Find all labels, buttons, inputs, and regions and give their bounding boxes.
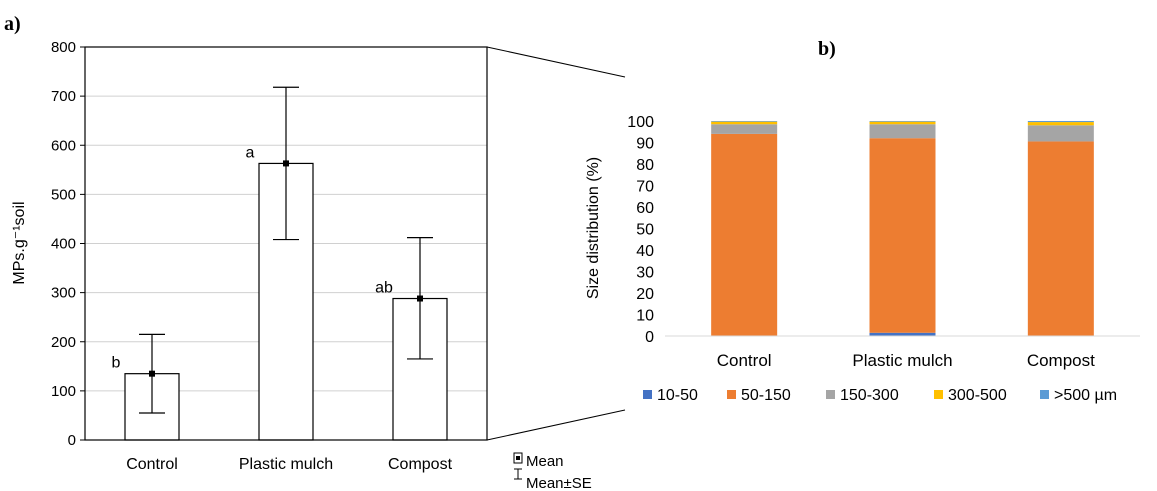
panel-a-mean-marker bbox=[283, 160, 289, 167]
panel-a-y-tick-label: 700 bbox=[51, 88, 76, 105]
panel-b-bar-segment bbox=[1027, 125, 1094, 142]
panel-b-y-tick-label: 20 bbox=[636, 286, 654, 303]
panel-b-y-tick-label: 30 bbox=[636, 265, 654, 282]
panel-a-mean-marker bbox=[417, 295, 423, 302]
panel-b-y-tick-label: 90 bbox=[636, 136, 654, 153]
panel-b-bar-segment bbox=[1027, 141, 1094, 336]
panel-a-bars: b a ab bbox=[112, 86, 448, 441]
panel-b-bar-segment bbox=[869, 124, 936, 139]
panel-b-bar-segment bbox=[711, 124, 778, 134]
panel-b-stacked-bars bbox=[711, 121, 1094, 336]
panel-b-y-tick-label: 80 bbox=[636, 157, 654, 174]
panel-b-bar-segment bbox=[869, 138, 936, 333]
panel-a-y-tick-label: 200 bbox=[51, 334, 76, 351]
panel-b-category-labels: Control Plastic mulch Compost bbox=[717, 351, 1095, 370]
panel-b-y-tick-labels: 0 10 20 30 40 50 60 70 80 90 100 bbox=[627, 114, 654, 346]
panel-b-bar-segment bbox=[869, 121, 936, 125]
panel-a-category-label: Compost bbox=[388, 456, 453, 473]
panel-a: a) 0 100 200 300 400 500 600 700 800 b a ab Contro… bbox=[4, 13, 592, 491]
panel-b-bar-segment bbox=[869, 121, 936, 122]
panel-a-y-tick-label: 800 bbox=[51, 39, 76, 56]
panel-a-significance-letter: ab bbox=[375, 280, 393, 297]
panel-b-y-tick-label: 100 bbox=[627, 114, 654, 131]
panel-a-significance-letter: a bbox=[246, 144, 255, 161]
panel-b-y-tick-label: 70 bbox=[636, 179, 654, 196]
panel-a-category-label: Control bbox=[126, 456, 178, 473]
panel-b-legend-swatch bbox=[826, 390, 835, 399]
panel-b-legend-label: 150-300 bbox=[840, 387, 899, 404]
panel-b-y-tick-label: 0 bbox=[645, 329, 654, 346]
connector-line-top bbox=[486, 46, 626, 78]
panel-a-y-tick-label: 600 bbox=[51, 137, 76, 154]
panel-a-category-labels: Control Plastic mulch Compost bbox=[126, 456, 452, 473]
panel-b-y-axis-label: Size distribution (%) bbox=[585, 157, 602, 299]
legend-mean-label: Mean bbox=[526, 453, 564, 470]
panel-a-category-label: Plastic mulch bbox=[239, 456, 333, 473]
error-bar-icon bbox=[514, 468, 522, 480]
panel-b-y-tick-label: 40 bbox=[636, 243, 654, 260]
panel-b-bar-segment bbox=[711, 121, 778, 125]
panel-b-legend-swatch bbox=[727, 390, 736, 399]
panel-a-y-tick-label: 400 bbox=[51, 236, 76, 253]
panel-a-y-tick-label: 500 bbox=[51, 186, 76, 203]
panel-b-legend-label: 10-50 bbox=[657, 387, 698, 404]
panel-b-category-label: Compost bbox=[1027, 351, 1095, 370]
panel-b-bar-segment bbox=[711, 121, 778, 122]
panel-a-y-tick-label: 0 bbox=[68, 432, 76, 449]
panel-a-y-tick-labels: 0 100 200 300 400 500 600 700 800 bbox=[51, 39, 85, 449]
panel-b-y-tick-label: 50 bbox=[636, 222, 654, 239]
mean-square-icon bbox=[513, 452, 523, 464]
panel-a-y-axis-label: MPs.g⁻¹soil bbox=[11, 201, 28, 284]
panel-a-plot-frame bbox=[84, 46, 488, 441]
panel-b-y-tick-label: 60 bbox=[636, 200, 654, 217]
panel-b-legend-label: >500 µm bbox=[1054, 387, 1117, 404]
panel-b-bar-segment bbox=[869, 332, 936, 336]
panel-b-bar-segment bbox=[711, 133, 778, 336]
panel-a-significance-letter: b bbox=[112, 355, 121, 372]
panel-b: b) 0 10 20 30 40 50 60 70 80 90 100 Control Plastic… bbox=[585, 38, 1140, 404]
panel-b-legend-swatch bbox=[934, 390, 943, 399]
panel-b-label: b) bbox=[818, 38, 836, 60]
panel-b-legend-label: 50-150 bbox=[741, 387, 791, 404]
panel-b-legend-swatch bbox=[1040, 390, 1049, 399]
panel-a-y-tick-label: 100 bbox=[51, 383, 76, 400]
legend-mean-se-label: Mean±SE bbox=[526, 475, 592, 491]
panel-b-legend-swatch bbox=[643, 390, 652, 399]
connector-line-bottom bbox=[486, 409, 626, 441]
panel-a-mean-marker bbox=[149, 370, 155, 377]
panel-b-category-label: Control bbox=[717, 351, 772, 370]
panel-b-bar-segment bbox=[1027, 121, 1094, 123]
panel-a-y-tick-label: 300 bbox=[51, 285, 76, 302]
panel-b-y-tick-label: 10 bbox=[636, 308, 654, 325]
panel-b-bar-segment bbox=[1027, 122, 1094, 126]
panel-b-legend: 10-50 50-150 150-300 300-500 >500 µm bbox=[643, 387, 1117, 404]
panel-b-category-label: Plastic mulch bbox=[852, 351, 952, 370]
panel-a-legend: Mean Mean±SE bbox=[513, 452, 592, 491]
panel-a-label: a) bbox=[4, 13, 21, 35]
panel-b-legend-label: 300-500 bbox=[948, 387, 1007, 404]
